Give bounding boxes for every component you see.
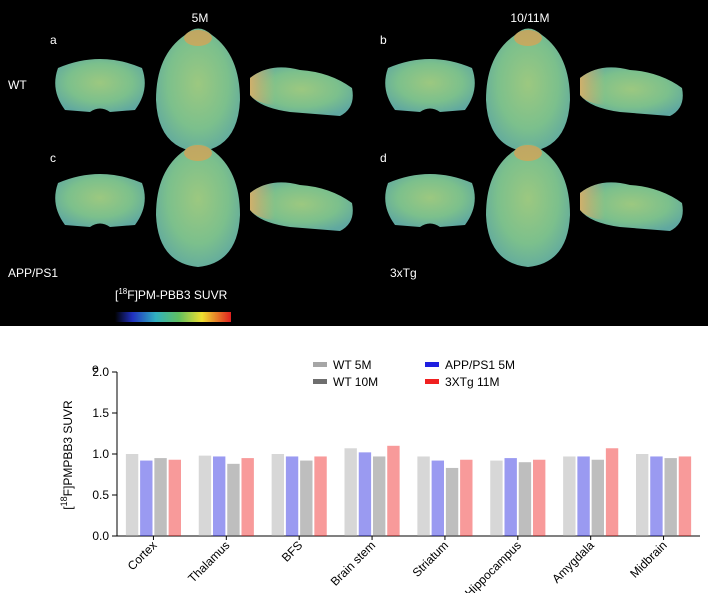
colorbar-label: [18F]PM-PBB3 SUVR [115,287,228,302]
sagittal-hot [580,67,630,106]
x-tick-label: Striatum [410,538,451,579]
bar [285,456,299,536]
y-tick-label: 2.0 [92,365,109,379]
panel-label: e [92,361,99,375]
x-tick-label: Amygdala [549,538,597,586]
bar [490,460,503,536]
bar [417,456,430,536]
row-label: APP/PS1 [8,266,58,280]
bar [664,458,677,536]
y-tick-label: 1.0 [92,447,109,461]
brain-image-set [55,28,353,152]
legend-swatch [313,362,327,367]
y-tick-label: 1.5 [92,406,109,420]
brain-image-set [385,143,683,267]
hotspot [514,30,542,46]
panel-label: b [380,33,387,47]
legend-label: 3XTg 11M [445,375,499,389]
legend-label: WT 10M [333,375,378,389]
legend-swatch [425,362,439,367]
brain-image-set [385,28,683,152]
bar [504,458,517,536]
axial-slice [486,143,570,267]
y-tick-label: 0.5 [92,488,109,502]
column-label: 5M [192,11,209,25]
bar [372,456,386,536]
bar [300,460,313,536]
brain-image-set [55,143,353,267]
panel-label: c [50,151,56,165]
bar [605,448,619,536]
panel-label: a [50,33,57,47]
axial-slice [156,28,240,152]
column-label: 10/11M [510,11,549,25]
coronal-slice [385,174,475,227]
sagittal-hot [580,182,630,221]
sagittal-hot [250,182,300,221]
y-axis-label: [18F]PMPBB3 SUVR [59,400,75,510]
bar [140,460,153,536]
bar [271,454,285,536]
image-panel [0,0,708,326]
legend-swatch [425,379,439,384]
row-label: 3xTg [390,266,417,280]
bar [445,467,459,536]
hotspot [514,145,542,161]
bar [591,459,605,536]
bar [344,448,357,536]
bar [460,459,473,536]
coronal-slice [55,174,145,227]
legend-label: WT 5M [333,358,371,372]
x-tick-label: Hippocampus [462,538,524,593]
panel-label: d [380,151,387,165]
x-tick-label: Thalamus [185,538,232,585]
x-tick-label: Cortex [125,538,160,573]
x-tick-label: Brain stem [328,538,378,588]
bar [577,456,590,536]
hotspot [184,30,212,46]
bar [212,456,226,536]
bar [518,462,532,536]
legend-label: APP/PS1 5M [445,358,515,372]
x-tick-label: Midbrain [627,538,669,580]
coronal-slice [55,59,145,112]
x-tick-label: BFS [279,538,305,564]
axial-slice [486,28,570,152]
hotspot [184,145,212,161]
axial-slice [156,143,240,267]
sagittal-hot [250,67,300,106]
bar [227,463,240,536]
bar [431,460,445,536]
y-tick-label: 0.0 [92,529,109,543]
bar [650,456,663,536]
bar [168,459,182,536]
bar [678,456,692,536]
bar [358,452,372,536]
legend-swatch [313,379,327,384]
bar [241,458,254,536]
bar [532,459,546,536]
bar [198,455,212,536]
bar [563,456,576,536]
bar [635,454,649,536]
bar [154,458,167,536]
coronal-slice [385,59,475,112]
colorbar [115,312,231,322]
bar [387,445,400,536]
row-label: WT [8,78,27,92]
bar [125,454,139,536]
bar [314,456,327,536]
